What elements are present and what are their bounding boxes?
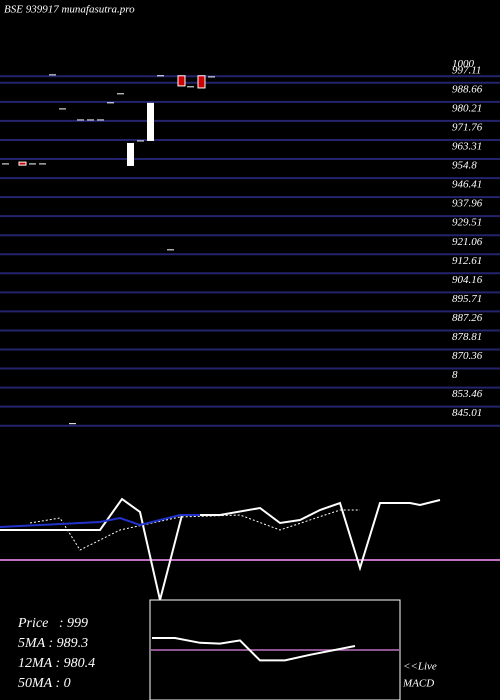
y-tick-label: 912.61 (452, 255, 482, 267)
y-tick-label: 980.21 (452, 102, 482, 114)
y-tick-label: 937.96 (452, 198, 483, 210)
y-tick-label: 988.66 (452, 83, 483, 95)
y-tick-label: 904.16 (452, 274, 483, 286)
info-text: 12MA : 980.4 (18, 656, 95, 671)
y-tick-label: 878.81 (452, 331, 482, 343)
candle (197, 75, 206, 89)
candle (18, 161, 27, 166)
y-tick-label: 845.01 (452, 407, 482, 419)
y-tick-label: 963.31 (452, 141, 482, 153)
y-tick-label: 895.71 (452, 293, 482, 305)
y-tick-label: 887.26 (452, 312, 483, 324)
y-tick-label: 929.51 (452, 217, 482, 229)
y-tick-label: 997.11 (452, 64, 481, 76)
info-text: 50MA : 0 (18, 676, 71, 691)
macd-label: <<Live (403, 661, 437, 673)
info-text: Price : 999 (17, 616, 88, 631)
macd-label: MACD (402, 678, 434, 690)
macd-line (152, 637, 356, 662)
y-tick-label: 971.76 (452, 121, 483, 133)
candle (177, 75, 186, 87)
y-tick-label: 1000 (452, 58, 475, 70)
candle (127, 142, 134, 166)
indicator-line (0, 514, 200, 528)
y-tick-label: 8 (452, 369, 458, 381)
info-text: 5MA : 989.3 (18, 636, 88, 651)
y-tick-label: 853.46 (452, 388, 483, 400)
chart-title: BSE 939917 munafasutra.pro (4, 4, 135, 16)
y-tick-label: 870.36 (452, 350, 483, 362)
indicator-line (0, 497, 441, 601)
y-tick-label: 946.41 (452, 179, 482, 191)
y-tick-label: 954.8 (452, 160, 477, 172)
candle (147, 102, 154, 141)
y-tick-label: 921.06 (452, 236, 483, 248)
